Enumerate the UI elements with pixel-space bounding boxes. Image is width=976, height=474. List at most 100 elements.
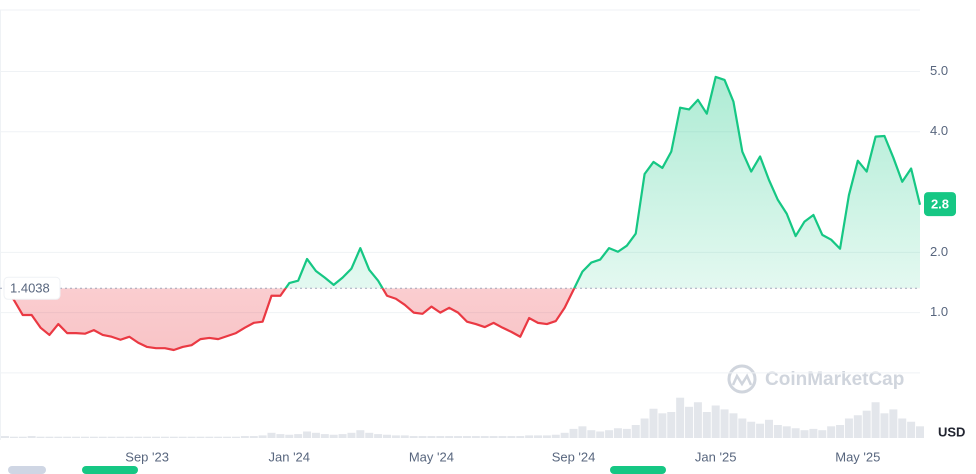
volume-bar [36,436,45,438]
volume-bar [187,436,196,438]
volume-bar [729,413,738,438]
volume-bar [329,434,338,438]
volume-bar [649,408,658,438]
volume-bar [551,434,560,438]
volume-bar [436,436,445,438]
x-tick-label: May '25 [835,449,880,464]
volume-bar [693,402,702,438]
x-tick-label: May '24 [409,449,454,464]
volume-bar [720,409,729,438]
volume-bar [773,425,782,438]
price-badge [924,192,956,217]
volume-bar [223,436,232,438]
volume-bar [587,430,596,438]
volume-bar [27,436,36,438]
volume-bar [18,436,27,438]
volume-bar [640,418,649,438]
volume-bar [596,431,605,438]
x-tick-label: Jan '24 [269,449,311,464]
volume-bar [418,436,427,438]
price-line-up [5,75,922,289]
volume-bar [196,436,205,438]
price-badge-label: 2.8 [931,197,949,212]
area-down [5,288,575,350]
y-tick-label: 1.0 [930,304,948,319]
volume-bar [809,428,818,438]
watermark-logo [727,364,757,394]
volume-bar [631,425,640,438]
volume-bar [711,405,720,438]
volume-bar [898,418,907,438]
volume-bar [818,430,827,438]
volume-bar [605,430,614,438]
volume-bar [214,436,223,438]
volume-bar [311,432,320,438]
volume-bar [658,413,667,438]
volume-bar [791,428,800,438]
volume-bar [471,436,480,438]
volume-bar [498,436,507,438]
volume-bar [240,436,249,438]
volume-bar [258,435,267,438]
volume-bar [622,428,631,438]
button[interactable] [610,466,666,474]
volume-bar [45,436,54,438]
volume-bar [249,436,258,438]
volume-bar [285,434,294,438]
volume-bar [480,436,489,438]
volume-bar [844,418,853,438]
volume-bar [853,415,862,438]
volume-bar [409,436,418,438]
button[interactable] [82,466,138,474]
volume-bar [489,436,498,438]
volume-bar [667,412,676,438]
volume-bar [63,436,72,438]
volume-bar [374,434,383,438]
volume-bar [782,426,791,438]
volume-bar [1,436,9,438]
volume-bar [320,434,329,438]
x-tick-label: Sep '24 [552,449,596,464]
y-tick-label: 5.0 [930,63,948,78]
watermark: CoinMarketCap [765,369,904,390]
volume-bar [445,436,454,438]
volume-bar [507,436,516,438]
volume-bar [303,431,312,438]
y-tick-label: 4.0 [930,123,948,138]
volume-bar [169,436,178,438]
button[interactable] [8,466,46,474]
volume-bar [89,436,98,438]
volume-bar [72,436,81,438]
volume-bar [276,434,285,438]
x-tick-label: Jan '25 [695,449,737,464]
volume-bar [54,436,63,438]
volume-bar [134,436,143,438]
volume-bar [338,434,347,438]
volume-bar [205,436,214,438]
volume-bar [391,435,400,438]
volume-bar [747,421,756,438]
volume-bar [862,410,871,438]
baseline-label-box [3,276,61,300]
volume-bar [80,436,89,438]
volume-bar [516,436,525,438]
volume-bar [756,423,765,438]
volume-bar [613,428,622,438]
volume-bar [267,432,276,438]
x-tick-label: Sep '23 [125,449,169,464]
volume-bar [9,436,18,438]
volume-bar [125,436,134,438]
volume-bar [107,436,116,438]
y-tick-label: 2.0 [930,244,948,259]
volume-bar [907,421,916,438]
volume-bar [143,436,152,438]
volume-bar [116,436,125,438]
volume-bar [427,436,436,438]
volume-bar [525,435,534,438]
volume-bar [454,436,463,438]
volume-bar [152,436,161,438]
volume-bar [800,430,809,438]
volume-bar [836,425,845,438]
volume-bar [569,428,578,438]
